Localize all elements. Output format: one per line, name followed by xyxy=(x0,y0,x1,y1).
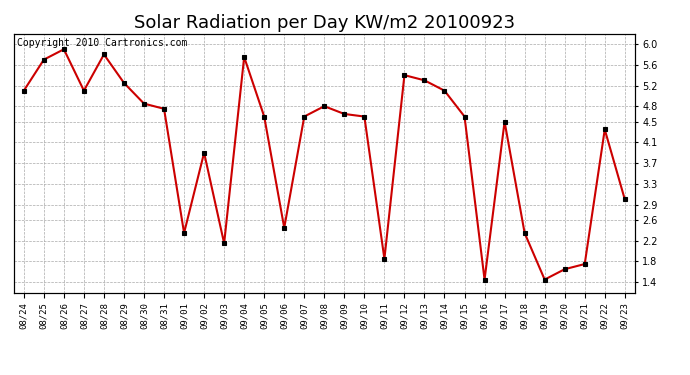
Title: Solar Radiation per Day KW/m2 20100923: Solar Radiation per Day KW/m2 20100923 xyxy=(134,14,515,32)
Text: Copyright 2010 Cartronics.com: Copyright 2010 Cartronics.com xyxy=(17,38,187,48)
